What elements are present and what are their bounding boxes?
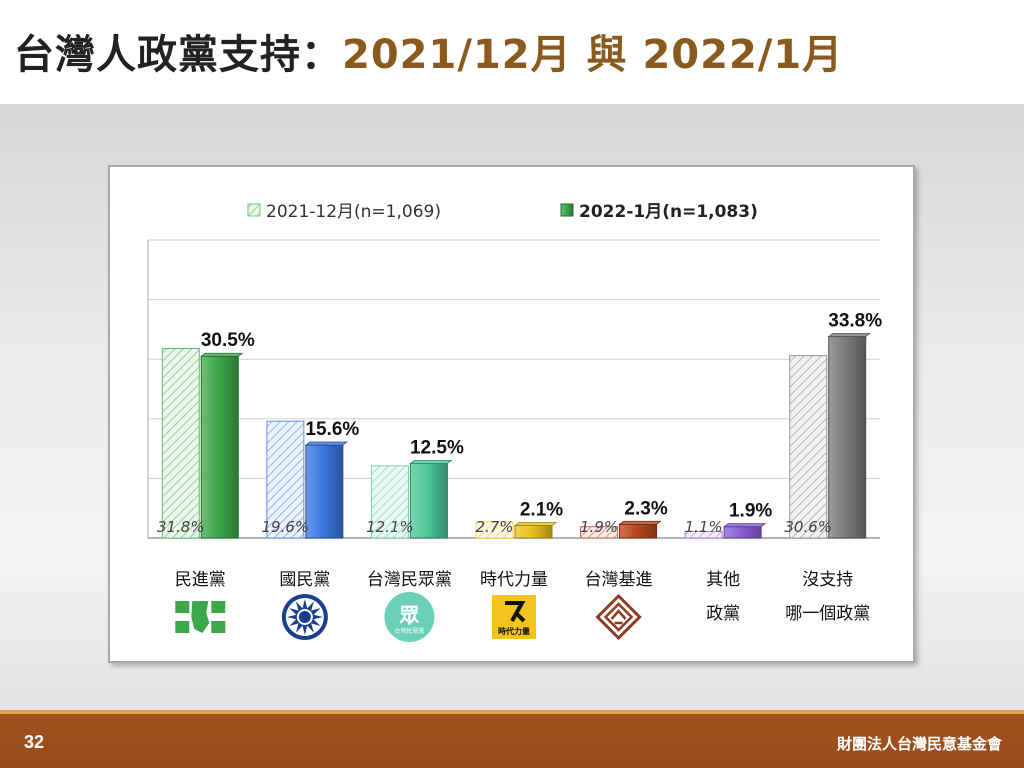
category-label-kmt: 國民黨 bbox=[279, 570, 330, 590]
bar-2022-1-npp bbox=[514, 524, 553, 539]
bar-top-2022-1-dpp bbox=[200, 352, 244, 357]
tpp-logo-icon bbox=[384, 592, 435, 642]
title-main: 台灣人政黨支持： bbox=[14, 32, 342, 78]
data-label-2022-1-tpp: 12.5% bbox=[410, 438, 464, 459]
data-label-2021-12-none: 30.6% bbox=[784, 518, 832, 536]
bar-top-2022-1-tpp bbox=[409, 460, 453, 464]
data-label-2021-12-other: 1.1% bbox=[685, 518, 723, 536]
data-label-2021-12-npp: 2.7% bbox=[475, 518, 513, 536]
party-support-chart: 2021-12月(n=1,069) 2022-1月(n=1,083) 31.8% 30… bbox=[147, 202, 882, 642]
dpp-logo-icon bbox=[175, 601, 226, 633]
data-label-2022-1-tsp: 2.3% bbox=[624, 498, 667, 519]
data-label-2022-1-dpp: 30.5% bbox=[201, 330, 255, 351]
bar-2022-1-kmt bbox=[305, 444, 344, 539]
bar-2021-12-kmt bbox=[266, 420, 305, 539]
bar-2021-12-dpp bbox=[161, 347, 200, 539]
npp-logo-icon bbox=[492, 595, 536, 639]
data-label-2022-1-npp: 2.1% bbox=[520, 499, 563, 520]
data-label-2021-12-tsp: 1.9% bbox=[580, 518, 618, 536]
bar-2022-1-tsp bbox=[619, 523, 658, 539]
page-number: 32 bbox=[24, 732, 45, 752]
category-label2-none: 哪一個政黨 bbox=[785, 604, 870, 624]
tpp-logo-subtext: 台灣民眾黨 bbox=[394, 627, 424, 635]
bar-2021-12-npp bbox=[475, 521, 514, 539]
legend-swatch-2022-1 bbox=[560, 203, 574, 217]
data-label-2022-1-other: 1.9% bbox=[729, 501, 772, 522]
bar-2022-1-none bbox=[828, 336, 867, 539]
bar-top-2022-1-npp bbox=[513, 522, 558, 526]
legend-label-2022-1: 2022-1月(n=1,083) bbox=[579, 202, 758, 222]
data-label-2021-12-dpp: 31.8% bbox=[157, 518, 205, 536]
chart-panel: 2021-12月(n=1,069) 2022-1月(n=1,083) 31.8% 30… bbox=[108, 165, 915, 663]
bar-2021-12-tsp bbox=[580, 526, 619, 539]
data-label-2021-12-kmt: 19.6% bbox=[262, 518, 310, 536]
bar-2022-1-dpp bbox=[200, 355, 239, 539]
data-label-2022-1-none: 33.8% bbox=[828, 311, 882, 332]
slide-title: 台灣人政黨支持：2021/12月 與 2022/1月 bbox=[14, 22, 843, 82]
npp-logo-text: 時代力量 bbox=[498, 626, 530, 636]
category-label-dpp: 民進黨 bbox=[175, 570, 226, 590]
data-label-2022-1-kmt: 15.6% bbox=[305, 419, 359, 440]
category-label-tsp: 台灣基進 bbox=[585, 570, 653, 590]
tsp-logo-icon bbox=[595, 593, 642, 641]
bar-top-2022-1-kmt bbox=[304, 441, 349, 446]
bar-2022-1-tpp bbox=[409, 463, 448, 539]
tpp-logo-text: 眾 bbox=[398, 603, 419, 627]
kmt-logo-icon bbox=[281, 594, 328, 640]
bar-2021-12-none bbox=[789, 355, 828, 539]
title-period: 2021/12月 與 2022/1月 bbox=[342, 32, 844, 78]
category-label-npp: 時代力量 bbox=[480, 570, 548, 590]
bar-top-2022-1-tsp bbox=[618, 520, 662, 525]
bar-2021-12-other bbox=[684, 530, 723, 539]
footer-bar: 32 財團法人台灣民意基金會 bbox=[0, 710, 1024, 768]
bar-2021-12-tpp bbox=[370, 465, 409, 539]
legend-swatch-2021-12 bbox=[247, 203, 261, 217]
category-label-other: 其他 bbox=[706, 570, 740, 590]
bar-2022-1-other bbox=[723, 526, 762, 539]
bar-top-2022-1-other bbox=[722, 523, 767, 528]
bar-top-2022-1-none bbox=[827, 333, 871, 337]
category-label-none: 沒支持 bbox=[802, 570, 853, 590]
organization-name: 財團法人台灣民意基金會 bbox=[836, 735, 1002, 753]
category-label2-other: 政黨 bbox=[706, 604, 740, 624]
legend-label-2021-12: 2021-12月(n=1,069) bbox=[266, 202, 441, 222]
data-label-2021-12-tpp: 12.1% bbox=[366, 518, 414, 536]
category-label-tpp: 台灣民眾黨 bbox=[367, 570, 452, 590]
